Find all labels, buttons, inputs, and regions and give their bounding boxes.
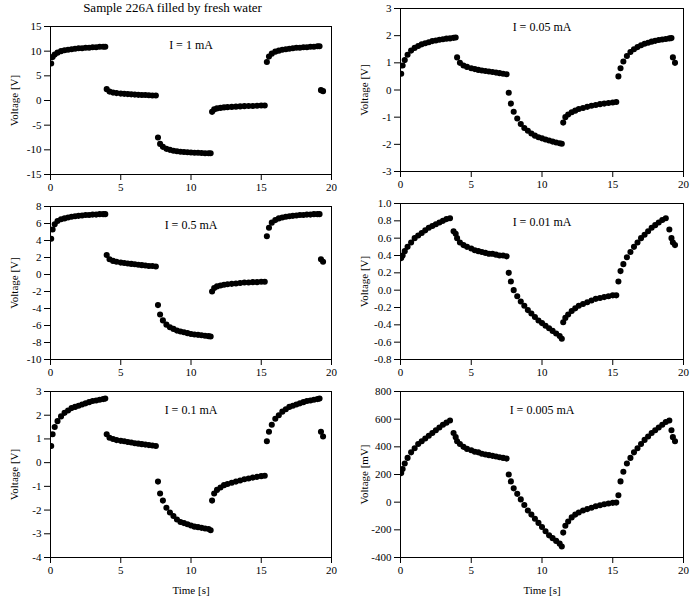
svg-text:15: 15 xyxy=(607,366,619,378)
svg-text:-0.2: -0.2 xyxy=(374,301,391,313)
svg-text:Voltage [V]: Voltage [V] xyxy=(8,75,20,126)
svg-text:5: 5 xyxy=(469,564,475,576)
svg-text:0: 0 xyxy=(48,181,54,193)
svg-text:10: 10 xyxy=(186,564,198,576)
svg-text:20: 20 xyxy=(326,564,338,576)
svg-text:5: 5 xyxy=(118,564,124,576)
svg-text:-0.4: -0.4 xyxy=(374,318,392,330)
svg-text:-3: -3 xyxy=(32,527,42,539)
svg-text:I = 0.005 mA: I = 0.005 mA xyxy=(510,403,575,417)
svg-text:-6: -6 xyxy=(32,319,42,331)
svg-text:5: 5 xyxy=(118,181,124,193)
svg-text:5: 5 xyxy=(469,178,475,190)
svg-text:5: 5 xyxy=(118,366,124,378)
svg-text:-10: -10 xyxy=(27,143,42,155)
svg-text:4: 4 xyxy=(36,234,42,246)
svg-text:-2: -2 xyxy=(32,504,41,516)
svg-text:1: 1 xyxy=(36,432,42,444)
svg-text:0: 0 xyxy=(386,84,392,96)
svg-text:6: 6 xyxy=(36,217,42,229)
svg-text:I = 1 mA: I = 1 mA xyxy=(169,38,213,52)
svg-text:-15: -15 xyxy=(27,168,42,180)
svg-text:0.8: 0.8 xyxy=(378,214,392,226)
svg-text:Time [s]: Time [s] xyxy=(523,584,560,596)
svg-text:Time [s]: Time [s] xyxy=(172,584,209,596)
svg-text:15: 15 xyxy=(607,178,619,190)
svg-text:2: 2 xyxy=(36,251,42,263)
svg-text:3: 3 xyxy=(386,2,392,14)
svg-text:Voltage [V]: Voltage [V] xyxy=(358,64,370,115)
svg-text:20: 20 xyxy=(678,366,690,378)
svg-text:-2: -2 xyxy=(382,138,391,150)
svg-text:-1: -1 xyxy=(32,480,41,492)
svg-text:10: 10 xyxy=(537,178,549,190)
svg-text:600: 600 xyxy=(375,413,392,425)
svg-text:5: 5 xyxy=(36,69,42,81)
svg-text:-1: -1 xyxy=(382,111,391,123)
html-text:Sample 226A filled by fresh wa: Sample 226A filled by fresh water xyxy=(83,0,262,15)
svg-text:-0.6: -0.6 xyxy=(374,336,392,348)
svg-text:-4: -4 xyxy=(32,551,42,563)
svg-text:Voltage [V]: Voltage [V] xyxy=(358,256,370,307)
svg-text:-200: -200 xyxy=(371,523,392,535)
svg-text:Voltage [V]: Voltage [V] xyxy=(8,257,20,308)
svg-text:3: 3 xyxy=(36,385,42,397)
svg-text:0: 0 xyxy=(36,456,42,468)
svg-text:I = 0.5 mA: I = 0.5 mA xyxy=(165,218,218,232)
svg-text:10: 10 xyxy=(537,564,549,576)
svg-text:0: 0 xyxy=(36,94,42,106)
svg-text:400: 400 xyxy=(375,440,392,452)
svg-text:0: 0 xyxy=(398,366,404,378)
svg-text:10: 10 xyxy=(186,181,198,193)
svg-text:800: 800 xyxy=(375,385,392,397)
svg-text:-5: -5 xyxy=(32,119,42,131)
svg-text:I = 0.01 mA: I = 0.01 mA xyxy=(513,215,572,229)
svg-text:15: 15 xyxy=(607,564,619,576)
svg-text:10: 10 xyxy=(186,366,198,378)
svg-text:15: 15 xyxy=(256,366,268,378)
svg-text:-4: -4 xyxy=(32,302,42,314)
svg-text:Voltage [V]: Voltage [V] xyxy=(8,449,20,500)
svg-text:Voltage [mV]: Voltage [mV] xyxy=(358,445,370,505)
svg-text:20: 20 xyxy=(678,178,690,190)
svg-text:15: 15 xyxy=(256,564,268,576)
svg-text:I = 0.05 mA: I = 0.05 mA xyxy=(513,20,572,34)
svg-text:20: 20 xyxy=(326,181,338,193)
svg-text:0.0: 0.0 xyxy=(378,284,392,296)
svg-text:10: 10 xyxy=(31,45,43,57)
svg-text:0: 0 xyxy=(398,564,404,576)
svg-text:15: 15 xyxy=(31,20,43,32)
svg-text:0: 0 xyxy=(48,564,54,576)
svg-text:1.0: 1.0 xyxy=(378,197,392,209)
svg-text:0: 0 xyxy=(48,366,54,378)
svg-text:-2: -2 xyxy=(32,285,41,297)
svg-text:-0.8: -0.8 xyxy=(374,353,392,365)
svg-text:8: 8 xyxy=(36,200,42,212)
svg-text:20: 20 xyxy=(678,564,690,576)
svg-text:5: 5 xyxy=(469,366,475,378)
svg-text:2: 2 xyxy=(386,29,392,41)
svg-text:0.2: 0.2 xyxy=(378,266,392,278)
svg-text:10: 10 xyxy=(537,366,549,378)
svg-text:-3: -3 xyxy=(382,165,392,177)
svg-text:15: 15 xyxy=(256,181,268,193)
svg-text:0.4: 0.4 xyxy=(378,249,392,261)
svg-text:I = 0.1 mA: I = 0.1 mA xyxy=(165,403,218,417)
svg-text:0: 0 xyxy=(398,178,404,190)
svg-text:0: 0 xyxy=(386,496,392,508)
svg-text:-400: -400 xyxy=(371,551,392,563)
svg-text:2: 2 xyxy=(36,409,42,421)
svg-text:0.6: 0.6 xyxy=(378,232,392,244)
svg-text:-10: -10 xyxy=(27,353,42,365)
svg-text:-8: -8 xyxy=(32,336,42,348)
svg-text:200: 200 xyxy=(375,468,392,480)
svg-text:20: 20 xyxy=(326,366,338,378)
svg-text:0: 0 xyxy=(36,268,42,280)
svg-text:1: 1 xyxy=(386,56,392,68)
